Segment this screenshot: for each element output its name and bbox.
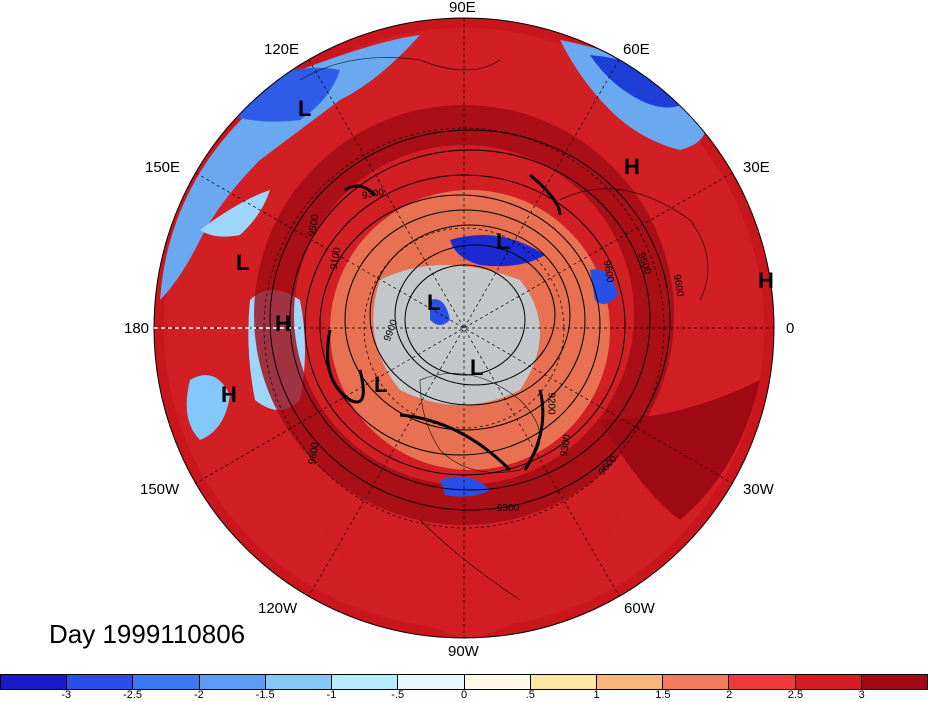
- colorbar-tick-label: 2: [726, 689, 733, 701]
- colorbar-swatch: [596, 675, 664, 689]
- label-120e: 120E: [264, 41, 300, 58]
- colorbar-tick-label: 0: [460, 689, 468, 701]
- label-150e: 150E: [145, 159, 181, 176]
- label-180: 180: [124, 320, 150, 337]
- label-90e: 90E: [449, 0, 476, 16]
- colorbar-swatch: [398, 675, 465, 689]
- colorbar-tick-label: 2.5: [787, 689, 804, 701]
- low-marker: L: [298, 96, 312, 121]
- contour-label: 9500: [497, 503, 520, 514]
- high-marker: H: [221, 382, 237, 407]
- low-marker: L: [470, 355, 484, 380]
- colorbar-swatch: [663, 675, 730, 689]
- label-30e: 30E: [743, 159, 770, 176]
- day-title: Day 1999110806: [49, 619, 246, 649]
- colorbar-swatch: [67, 675, 134, 689]
- colorbar-swatch: [464, 675, 531, 689]
- colorbar-tick-label: .5: [525, 689, 535, 701]
- colorbar-swatch: [530, 675, 597, 689]
- colorbar-tick-label: 1.5: [655, 689, 671, 701]
- label-30w: 30W: [743, 481, 774, 498]
- label-90w: 90W: [448, 643, 479, 660]
- high-marker: H: [275, 311, 291, 336]
- contour-label: 9200: [545, 392, 557, 415]
- colorbar-swatch: [795, 675, 862, 689]
- colorbar-swatch: [1, 675, 68, 689]
- low-marker: L: [496, 229, 510, 254]
- colorbar-tick-label: 3: [858, 689, 865, 701]
- colorbar-tick-label: -2.5: [123, 689, 143, 701]
- high-marker: H: [624, 154, 640, 179]
- colorbar-tick-label: -1.5: [255, 689, 275, 701]
- label-60e: 60E: [623, 41, 650, 58]
- colorbar-tick-label: -2: [193, 689, 204, 701]
- label-0: 0: [786, 320, 795, 337]
- colorbar-tick-label: -.5: [391, 689, 405, 701]
- colorbar-tick-label: -3: [61, 689, 72, 701]
- label-150w: 150W: [140, 481, 180, 498]
- colorbar-tick-label: -1: [326, 689, 337, 701]
- high-marker: H: [758, 268, 774, 293]
- low-marker: L: [374, 372, 388, 397]
- colorbar-swatch: [265, 675, 333, 689]
- low-marker: L: [236, 250, 250, 275]
- label-120w: 120W: [258, 600, 298, 617]
- colorbar-tick-label: 1: [593, 689, 600, 701]
- label-60w: 60W: [624, 600, 655, 617]
- colorbar-swatch: [729, 675, 796, 689]
- colorbar: [0, 674, 928, 690]
- colorbar-swatch: [861, 675, 928, 689]
- low-marker: L: [427, 290, 441, 315]
- colorbar-swatch: [332, 675, 399, 689]
- colorbar-swatch: [199, 675, 266, 689]
- colorbar-swatch: [133, 675, 200, 689]
